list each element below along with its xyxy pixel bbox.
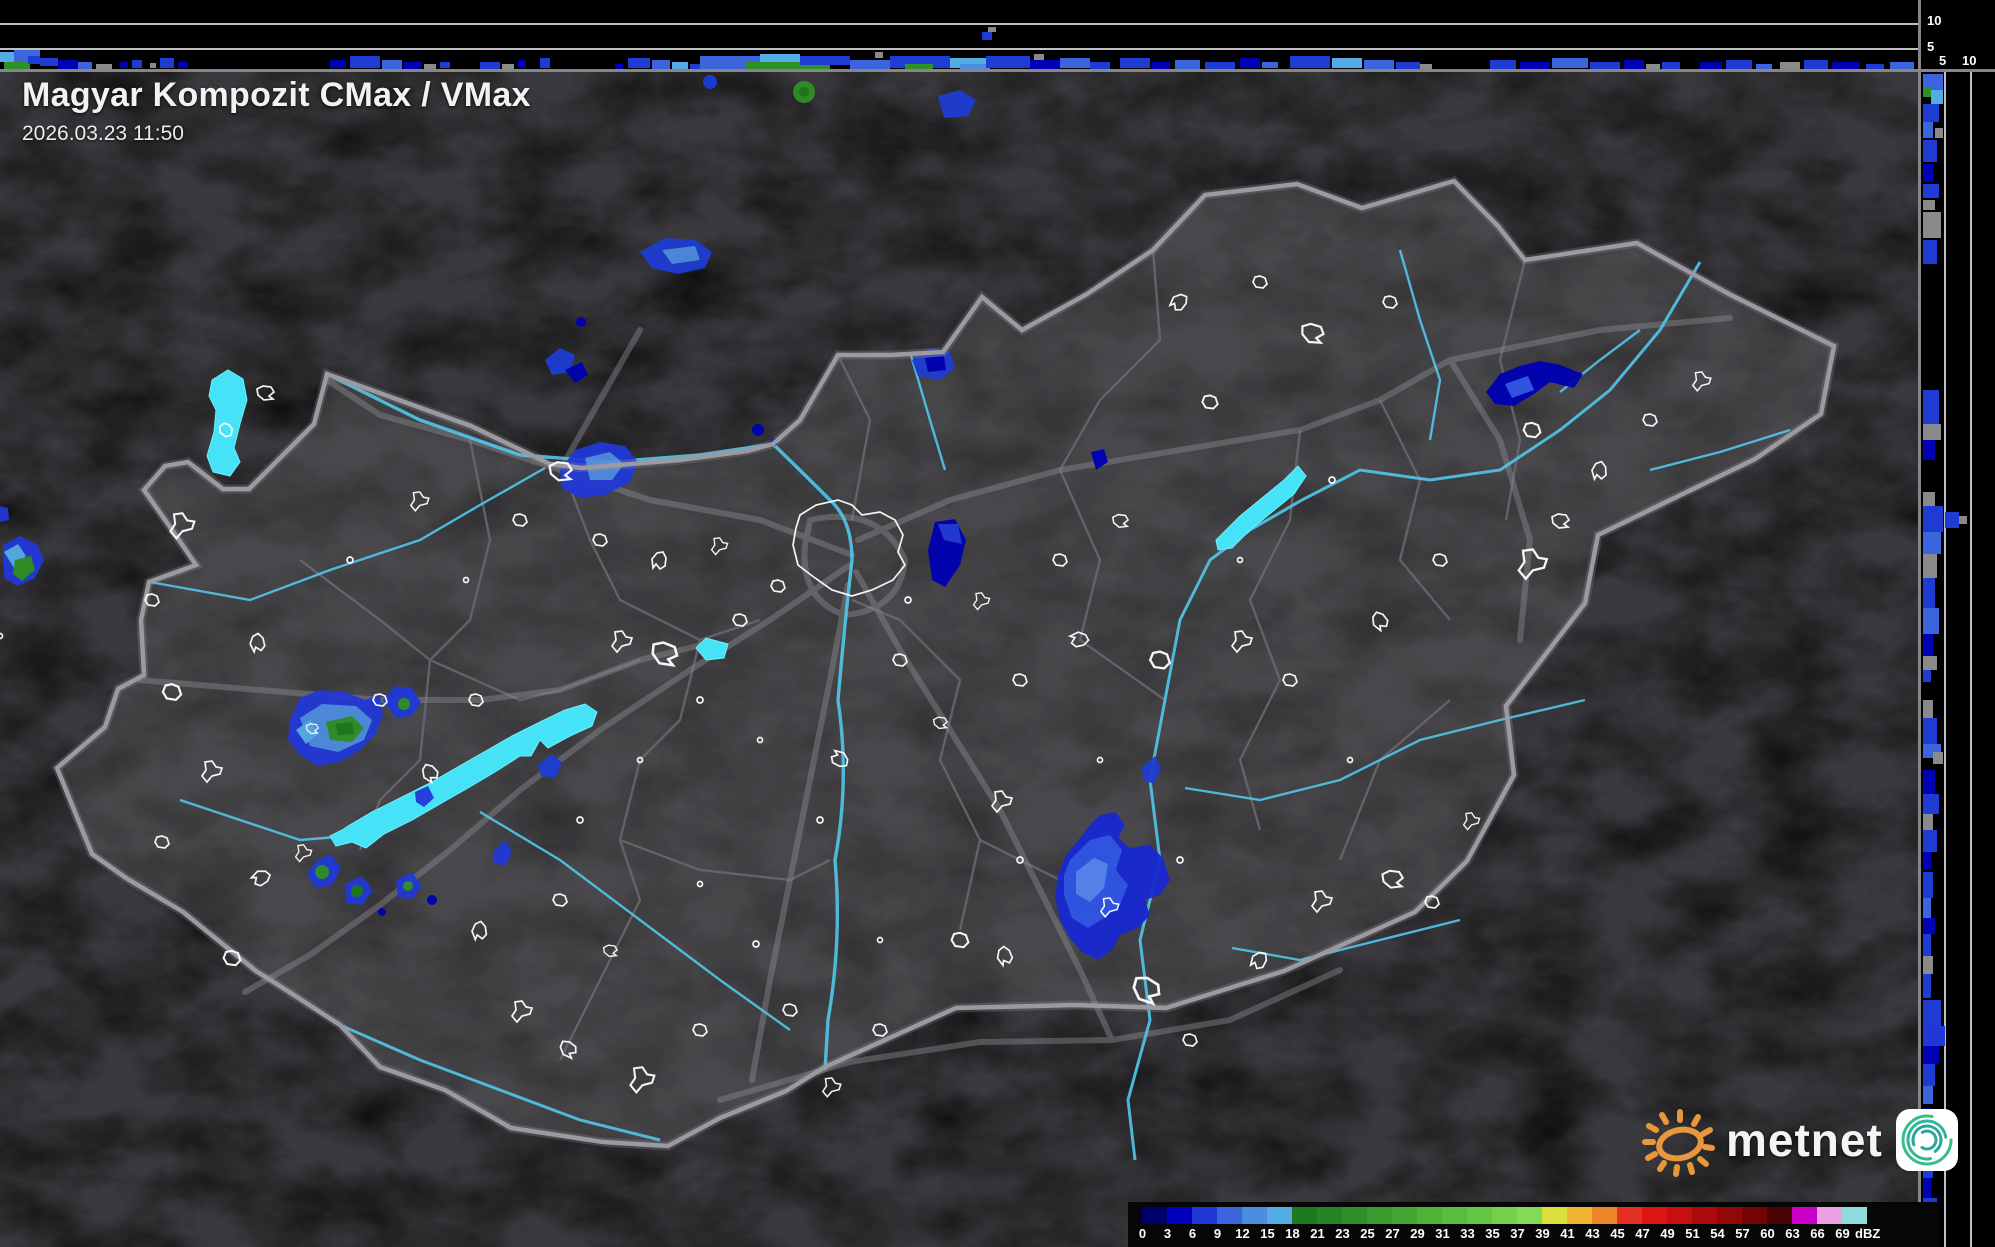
legend-cell xyxy=(1767,1207,1792,1224)
legend-tick: 21 xyxy=(1310,1226,1325,1241)
top-strip-10km-label: 10 xyxy=(1927,13,1942,28)
radar-echoes xyxy=(0,75,1583,960)
legend-tick: 57 xyxy=(1735,1226,1750,1241)
lakes xyxy=(206,369,1307,849)
legend-tick: 60 xyxy=(1760,1226,1775,1241)
lake-balaton xyxy=(329,703,598,849)
legend-tick: 47 xyxy=(1635,1226,1650,1241)
legend-tick: 6 xyxy=(1188,1226,1197,1241)
legend-tick: 31 xyxy=(1435,1226,1450,1241)
legend-tick: 41 xyxy=(1560,1226,1575,1241)
legend-cell xyxy=(1192,1207,1217,1224)
legend-cell xyxy=(1367,1207,1392,1224)
reflectivity-legend: 0 3 6 9 12 15 18 21 23 25 27 29 31 33 35 37 39 41 43 45 47 49… xyxy=(1128,1202,1940,1247)
legend-tick: 29 xyxy=(1410,1226,1425,1241)
legend-cell xyxy=(1417,1207,1442,1224)
legend-cell xyxy=(1667,1207,1692,1224)
legend-tick: 27 xyxy=(1385,1226,1400,1241)
city-outlines xyxy=(0,275,1712,1098)
strip-separator-horizontal xyxy=(0,69,1995,72)
legend-cell xyxy=(1817,1207,1842,1224)
legend-cell xyxy=(1792,1207,1817,1224)
road-network xyxy=(137,315,1733,1103)
legend-tick: 15 xyxy=(1260,1226,1275,1241)
city-budapest xyxy=(792,499,907,597)
top-strip-echoes xyxy=(0,27,1914,69)
legend-cell xyxy=(1392,1207,1417,1224)
legend-tick: 3 xyxy=(1163,1226,1172,1241)
legend-cell xyxy=(1267,1207,1292,1224)
title-block: Magyar Kompozit CMax / VMax 2026.03.23 1… xyxy=(22,76,531,146)
strip-separator-vertical xyxy=(1918,0,1921,1247)
legend-tick: dBZ xyxy=(1855,1226,1881,1241)
legend-cell xyxy=(1842,1207,1867,1224)
legend-tick: 9 xyxy=(1213,1226,1222,1241)
metnet-logo: metnet xyxy=(1636,1098,1959,1182)
legend-tick: 35 xyxy=(1485,1226,1500,1241)
legend-cell xyxy=(1517,1207,1542,1224)
legend-tick: 45 xyxy=(1610,1226,1625,1241)
legend-cell xyxy=(1142,1207,1167,1224)
legend-cell xyxy=(1717,1207,1742,1224)
right-strip-5km-label: 5 xyxy=(1939,53,1947,68)
legend-cell xyxy=(1342,1207,1367,1224)
legend-tick: 37 xyxy=(1510,1226,1525,1241)
legend-tick: 12 xyxy=(1235,1226,1250,1241)
legend-tick: 54 xyxy=(1710,1226,1725,1241)
sun-icon xyxy=(1642,1109,1715,1177)
legend-cell xyxy=(1167,1207,1192,1224)
legend-tick: 66 xyxy=(1810,1226,1825,1241)
legend-cell xyxy=(1442,1207,1467,1224)
legend-cell xyxy=(1217,1207,1242,1224)
top-profile-strip xyxy=(0,0,1918,69)
legend-cell xyxy=(1592,1207,1617,1224)
right-profile-strip xyxy=(1921,72,1995,1247)
map-canvas xyxy=(0,72,1918,1247)
legend-cell xyxy=(1467,1207,1492,1224)
country-border xyxy=(51,175,1840,1151)
legend-cell xyxy=(1242,1207,1267,1224)
legend-tick: 25 xyxy=(1360,1226,1375,1241)
legend-cell xyxy=(1492,1207,1517,1224)
legend-cell xyxy=(1542,1207,1567,1224)
legend-cell xyxy=(1617,1207,1642,1224)
legend-cell xyxy=(1292,1207,1317,1224)
top-strip-5km-label: 5 xyxy=(1927,39,1935,54)
lake-velence xyxy=(695,637,729,661)
legend-cell xyxy=(1567,1207,1592,1224)
profile-axis-corner: 10 5 5 10 xyxy=(1921,0,1995,69)
legend-tick: 23 xyxy=(1335,1226,1350,1241)
lake-ferto xyxy=(206,369,248,477)
legend-cell xyxy=(1692,1207,1717,1224)
legend-tick: 0 xyxy=(1138,1226,1147,1241)
legend-cell xyxy=(1742,1207,1767,1224)
legend-cell xyxy=(1642,1207,1667,1224)
legend-cell xyxy=(1317,1207,1342,1224)
legend-color-scale xyxy=(1142,1207,1940,1224)
legend-tick: 49 xyxy=(1660,1226,1675,1241)
legend-tick: 63 xyxy=(1785,1226,1800,1241)
page-title: Magyar Kompozit CMax / VMax xyxy=(22,76,531,114)
legend-tick: 43 xyxy=(1585,1226,1600,1241)
metnet-wordmark: metnet xyxy=(1726,1114,1883,1166)
lake-tisza xyxy=(1215,465,1307,551)
legend-tick: 33 xyxy=(1460,1226,1475,1241)
right-strip-10km-label: 10 xyxy=(1962,53,1977,68)
legend-tick: 18 xyxy=(1285,1226,1300,1241)
legend-tick-labels: 0 3 6 9 12 15 18 21 23 25 27 29 31 33 35 37 39 41 43 45 47 49… xyxy=(1130,1226,1940,1241)
legend-tick: 51 xyxy=(1685,1226,1700,1241)
timestamp: 2026.03.23 11:50 xyxy=(22,122,184,145)
metnet-app-icon xyxy=(1895,1109,1958,1171)
legend-tick: 39 xyxy=(1535,1226,1550,1241)
legend-tick: 69 xyxy=(1835,1226,1850,1241)
